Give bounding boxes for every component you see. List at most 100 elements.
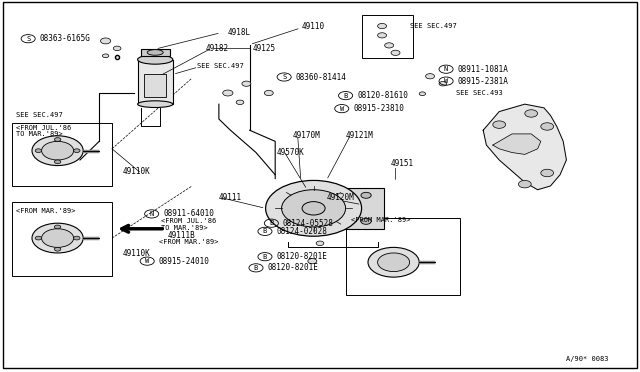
Text: 08363-6165G: 08363-6165G	[40, 34, 90, 43]
Circle shape	[361, 192, 371, 198]
Text: W: W	[145, 258, 149, 264]
Bar	[346, 218, 460, 295]
Circle shape	[419, 92, 426, 96]
Circle shape	[42, 229, 74, 247]
Text: SEE SEC.497: SEE SEC.497	[410, 23, 456, 29]
Circle shape	[35, 236, 42, 240]
Circle shape	[223, 90, 233, 96]
Text: 08124-02028: 08124-02028	[276, 227, 327, 236]
Circle shape	[391, 50, 400, 55]
Text: S: S	[282, 74, 286, 80]
Circle shape	[361, 218, 371, 224]
Bar	[362, 15, 413, 58]
Polygon shape	[493, 134, 541, 154]
Text: TO MAR.'89>: TO MAR.'89>	[161, 225, 208, 231]
Text: A/90* 0083: A/90* 0083	[566, 356, 609, 362]
Circle shape	[242, 81, 251, 86]
Text: 49125: 49125	[253, 44, 276, 53]
Circle shape	[316, 241, 324, 246]
Text: B: B	[254, 265, 258, 271]
Circle shape	[35, 149, 42, 153]
Circle shape	[518, 180, 531, 188]
Text: 49111: 49111	[219, 193, 242, 202]
Circle shape	[541, 169, 554, 177]
Text: W: W	[340, 106, 344, 112]
Text: B: B	[263, 254, 267, 260]
Ellipse shape	[147, 50, 163, 55]
Ellipse shape	[138, 101, 173, 108]
Bar	[344, 188, 384, 229]
Bar	[144, 74, 166, 97]
Text: S: S	[26, 36, 30, 42]
Text: N: N	[150, 211, 154, 217]
Ellipse shape	[138, 55, 173, 64]
Text: <FROM JUL.'86: <FROM JUL.'86	[161, 218, 216, 224]
Circle shape	[385, 43, 394, 48]
Circle shape	[308, 259, 317, 264]
Bar	[138, 60, 173, 104]
Bar	[12, 123, 112, 186]
Circle shape	[378, 23, 387, 29]
Circle shape	[266, 180, 362, 236]
Text: 49121M: 49121M	[346, 131, 373, 140]
Circle shape	[525, 110, 538, 117]
Text: 4918L: 4918L	[227, 28, 250, 37]
Text: N: N	[444, 66, 448, 72]
Bar	[141, 49, 170, 56]
Circle shape	[541, 123, 554, 130]
Text: B: B	[269, 220, 273, 226]
Text: <FROM MAR.'89>: <FROM MAR.'89>	[351, 217, 410, 223]
Circle shape	[493, 121, 506, 128]
Circle shape	[282, 190, 346, 227]
Text: 08911-1081A: 08911-1081A	[458, 65, 508, 74]
Circle shape	[368, 247, 419, 277]
Text: SEE SEC.497: SEE SEC.497	[197, 63, 244, 69]
Text: B: B	[344, 93, 348, 99]
Circle shape	[264, 90, 273, 96]
Text: 49182: 49182	[206, 44, 229, 53]
Text: 08120-8201E: 08120-8201E	[268, 263, 318, 272]
Text: 08915-2381A: 08915-2381A	[458, 77, 508, 86]
Circle shape	[378, 33, 387, 38]
Text: SEE SEC.497: SEE SEC.497	[16, 112, 63, 118]
Text: 49570K: 49570K	[276, 148, 304, 157]
Text: SEE SEC.493: SEE SEC.493	[456, 90, 502, 96]
Circle shape	[74, 236, 80, 240]
Circle shape	[426, 74, 435, 79]
Text: 08124-05528: 08124-05528	[283, 219, 333, 228]
Text: 49110: 49110	[302, 22, 325, 31]
Circle shape	[439, 81, 447, 86]
Circle shape	[102, 54, 109, 58]
Circle shape	[32, 136, 83, 166]
Circle shape	[54, 225, 61, 229]
Text: 08360-81414: 08360-81414	[296, 73, 346, 81]
Bar	[12, 202, 112, 276]
Text: 49110K: 49110K	[123, 249, 150, 258]
Polygon shape	[483, 104, 566, 190]
Circle shape	[54, 247, 61, 251]
Circle shape	[378, 253, 410, 272]
Text: 49120M: 49120M	[326, 193, 354, 202]
Text: 08120-81610: 08120-81610	[357, 91, 408, 100]
Text: 49111B: 49111B	[168, 231, 195, 240]
Text: 08911-64010: 08911-64010	[163, 209, 214, 218]
Text: <FROM MAR.'89>: <FROM MAR.'89>	[16, 208, 76, 214]
Text: W: W	[444, 78, 448, 84]
Text: B: B	[263, 228, 267, 234]
Circle shape	[113, 46, 121, 51]
Text: TO MAR.'89>: TO MAR.'89>	[16, 131, 63, 137]
Circle shape	[32, 223, 83, 253]
Circle shape	[42, 141, 74, 160]
Circle shape	[74, 149, 80, 153]
Circle shape	[302, 202, 325, 215]
Circle shape	[54, 160, 61, 164]
Text: 08120-8201E: 08120-8201E	[276, 252, 327, 261]
Circle shape	[100, 38, 111, 44]
Text: <FROM MAR.'89>: <FROM MAR.'89>	[159, 239, 218, 245]
Circle shape	[54, 138, 61, 141]
Text: 49170M: 49170M	[293, 131, 321, 140]
Text: 49151: 49151	[390, 159, 413, 168]
Text: 49110K: 49110K	[123, 167, 150, 176]
Text: <FROM JUL.'86: <FROM JUL.'86	[16, 125, 71, 131]
Text: 08915-23810: 08915-23810	[353, 104, 404, 113]
